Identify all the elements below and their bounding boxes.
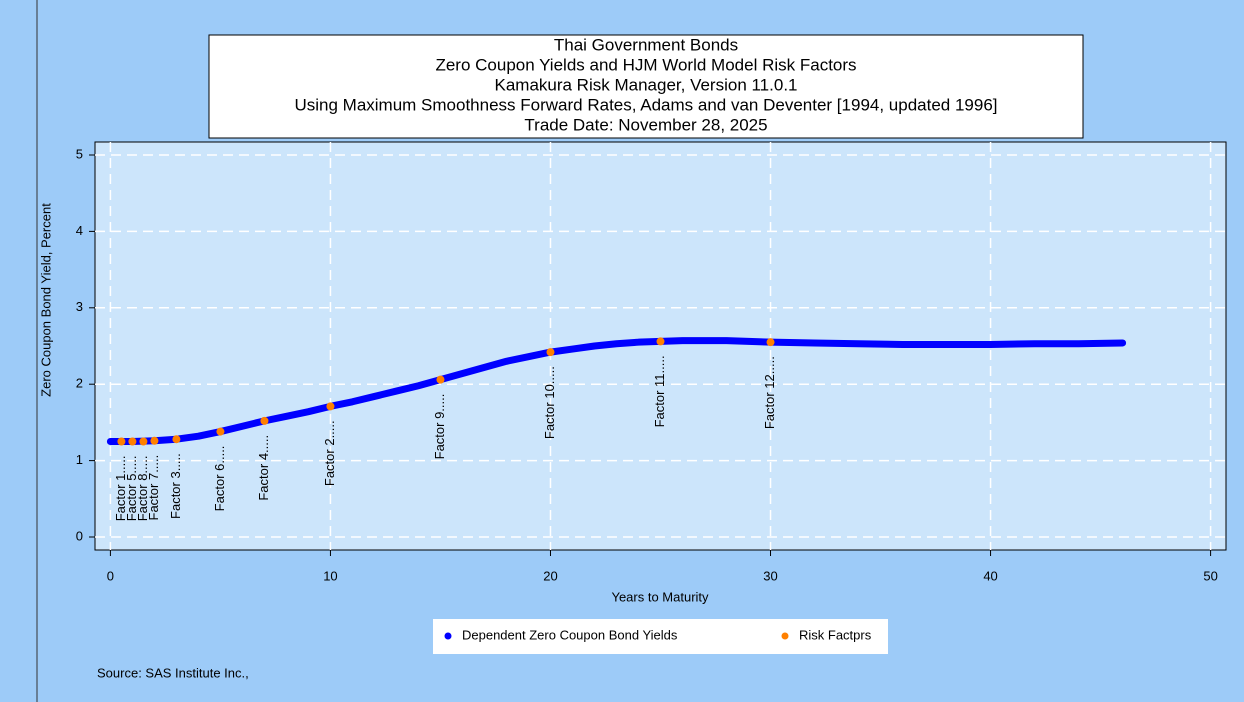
x-tick-label: 30 bbox=[763, 568, 777, 583]
title-box bbox=[208, 34, 1084, 139]
x-tick-label: 50 bbox=[1203, 568, 1217, 583]
factor-label: Factor 7..... bbox=[146, 455, 161, 521]
legend-label: Dependent Zero Coupon Bond Yields bbox=[462, 627, 678, 642]
chart-title: Kamakura Risk Manager, Version 11.0.1 bbox=[494, 75, 797, 94]
factor-label: Factor 10..... bbox=[542, 366, 557, 439]
factor-label: Factor 6..... bbox=[212, 446, 227, 512]
yield-curve bbox=[106, 337, 1127, 446]
x-axis-label: Years to Maturity bbox=[611, 589, 709, 604]
risk-factor-point bbox=[656, 337, 665, 346]
factor-label: Factor 9..... bbox=[432, 394, 447, 460]
risk-factor-point bbox=[150, 436, 159, 445]
chart-title: Zero Coupon Yields and HJM World Model R… bbox=[435, 55, 856, 74]
factor-label: Factor 4..... bbox=[256, 435, 271, 501]
risk-factor-point bbox=[128, 437, 137, 446]
x-tick-label: 40 bbox=[983, 568, 997, 583]
risk-factor-point bbox=[436, 375, 445, 384]
y-tick-label: 3 bbox=[76, 299, 83, 314]
legend-label: Risk Factprs bbox=[799, 627, 872, 642]
y-tick-label: 2 bbox=[76, 376, 83, 391]
risk-factor-point bbox=[326, 402, 335, 411]
factor-label: Factor 2..... bbox=[322, 420, 337, 486]
risk-factor-point bbox=[139, 437, 148, 446]
chart-title: Thai Government Bonds bbox=[554, 35, 738, 54]
risk-factor-point bbox=[546, 348, 555, 357]
y-tick-label: 1 bbox=[76, 452, 83, 467]
x-tick-label: 20 bbox=[543, 568, 557, 583]
y-tick-label: 5 bbox=[76, 146, 83, 161]
chart-title: Using Maximum Smoothness Forward Rates, … bbox=[294, 95, 997, 114]
x-tick-label: 0 bbox=[107, 568, 114, 583]
source-note: Source: SAS Institute Inc., bbox=[97, 665, 249, 680]
factor-label: Factor 11..... bbox=[652, 355, 667, 427]
legend bbox=[433, 619, 888, 654]
chart-title: Trade Date: November 28, 2025 bbox=[524, 115, 767, 134]
risk-factor-point bbox=[216, 427, 225, 436]
legend-marker bbox=[781, 632, 789, 640]
factor-label: Factor 12..... bbox=[762, 356, 777, 429]
risk-factor-point bbox=[766, 338, 775, 347]
legend-marker bbox=[444, 632, 452, 640]
y-tick-label: 0 bbox=[76, 528, 83, 543]
risk-factor-point bbox=[117, 437, 126, 446]
factor-label: Factor 1..... bbox=[113, 456, 128, 522]
y-tick-label: 4 bbox=[76, 223, 83, 238]
factor-label: Factor 5..... bbox=[124, 456, 139, 522]
risk-factor-point bbox=[260, 416, 269, 425]
x-tick-label: 10 bbox=[323, 568, 337, 583]
y-axis-label: Zero Coupon Bond Yield, Percent bbox=[38, 203, 53, 397]
factor-label: Factor 8..... bbox=[135, 456, 150, 522]
risk-factor-point bbox=[172, 435, 181, 444]
factor-label: Factor 3..... bbox=[168, 453, 183, 519]
